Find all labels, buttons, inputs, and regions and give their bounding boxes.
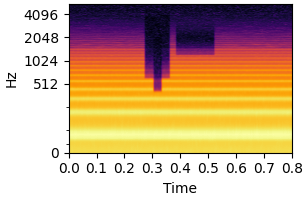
Y-axis label: Hz: Hz <box>4 69 18 87</box>
X-axis label: Time: Time <box>163 182 197 196</box>
